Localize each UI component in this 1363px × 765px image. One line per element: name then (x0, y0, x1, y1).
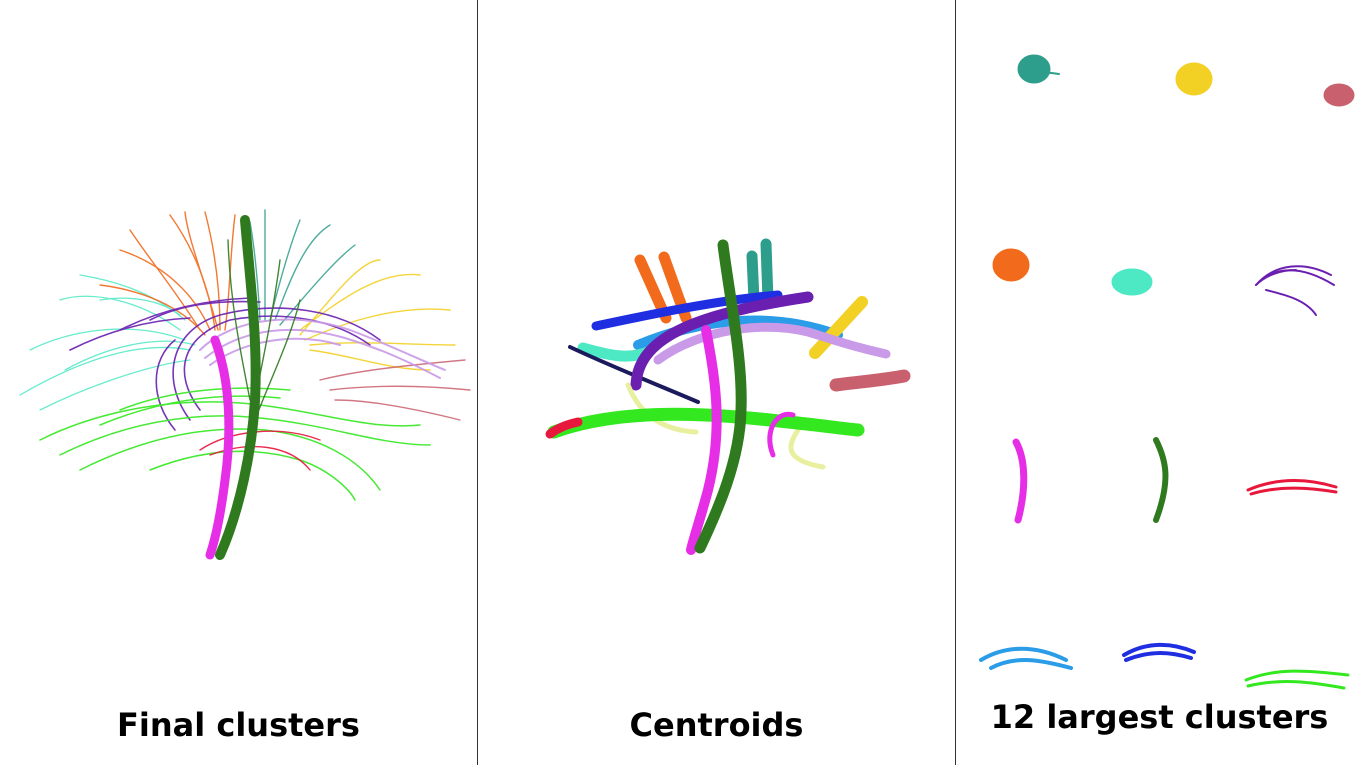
cluster-red (1246, 479, 1338, 496)
panel-divider (477, 0, 478, 765)
cluster-dark-green (1153, 437, 1169, 523)
cluster-orange (992, 248, 1030, 282)
final-clusters-panel: Final clusters (0, 0, 477, 765)
panel-caption: 12 largest clusters (990, 698, 1329, 736)
cluster-teal (1017, 54, 1060, 84)
cluster-rose (1323, 83, 1355, 107)
panel-divider (955, 0, 956, 765)
cluster-aquamarine (1111, 268, 1153, 296)
panel-caption: Centroids (629, 706, 804, 744)
panel-caption: Final clusters (117, 706, 360, 744)
largest-clusters-render (979, 54, 1355, 690)
largest-clusters-panel: 12 largest clusters (956, 0, 1363, 765)
cluster-green (1244, 669, 1350, 690)
centroids-panel: Centroids (478, 0, 955, 765)
cluster-sky-blue (979, 646, 1073, 670)
cluster-purple (1255, 265, 1335, 316)
centroids-render (545, 238, 911, 555)
cluster-yellow (1175, 62, 1213, 96)
cluster-blue (1122, 642, 1196, 662)
final-clusters-render (19, 209, 471, 560)
cluster-magenta (1012, 438, 1028, 524)
